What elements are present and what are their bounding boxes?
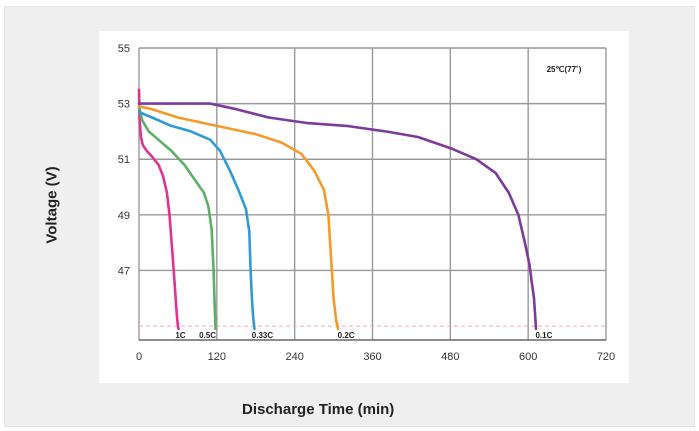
x-tick-label: 0: [136, 351, 142, 363]
series-line-0-1c: [137, 102, 538, 331]
series-label: 0.5C: [199, 331, 216, 340]
y-tick-label: 49: [118, 210, 130, 222]
y-tick-label: 51: [118, 154, 130, 166]
x-tick-label: 720: [597, 351, 615, 363]
series-label: 0.2C: [338, 331, 355, 340]
series-label: 0.1C: [535, 331, 552, 340]
series-line-1c: [137, 88, 180, 331]
series-line-0-2c: [137, 105, 340, 331]
series-line-0-33c: [137, 110, 256, 331]
y-tick-label: 47: [118, 265, 130, 277]
x-tick-label: 360: [363, 351, 381, 363]
x-axis-title: Discharge Time (min): [242, 401, 395, 418]
y-tick-label: 53: [118, 99, 130, 111]
series-label: 1C: [175, 331, 185, 340]
x-tick-label: 600: [519, 351, 537, 363]
temperature-annotation: 25℃(77˚): [547, 65, 582, 74]
x-tick-label: 120: [208, 351, 226, 363]
x-tick-label: 480: [441, 351, 459, 363]
y-tick-label: 55: [118, 43, 130, 55]
x-tick-label: 240: [285, 351, 303, 363]
series-line-0-5c: [137, 105, 217, 331]
series-label: 0.33C: [252, 331, 274, 340]
